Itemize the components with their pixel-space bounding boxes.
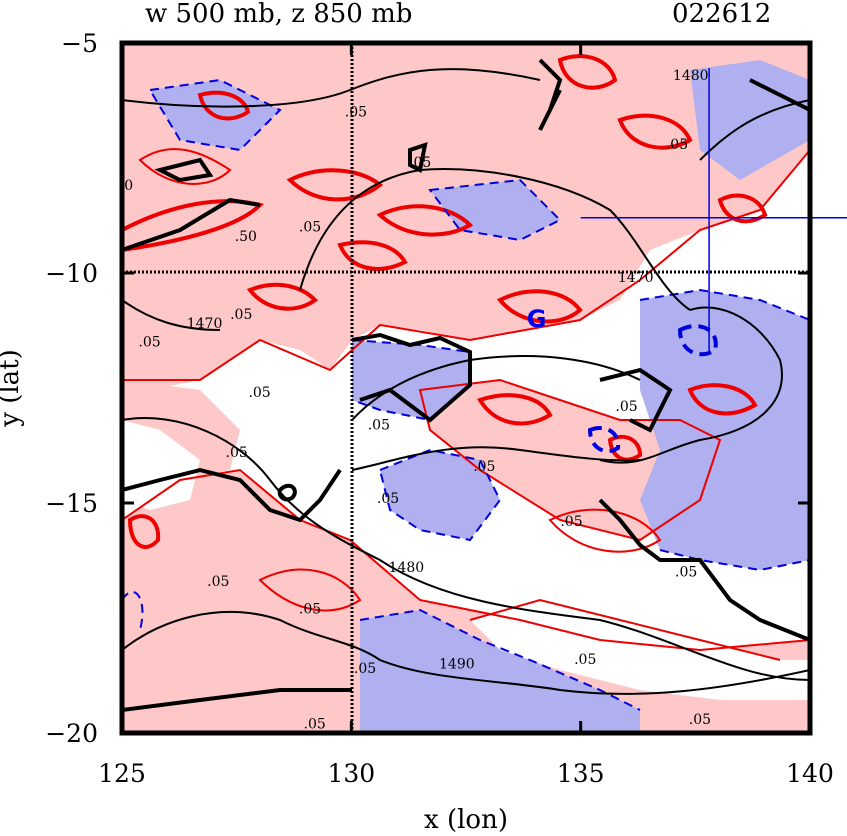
marker-label: G (527, 305, 547, 333)
y-axis-label: y (lat) (0, 349, 25, 428)
y-tick-label: −20 (45, 719, 98, 748)
strong-negative-w-contours (587, 324, 718, 454)
w-contour-label: .05 (409, 155, 431, 171)
negative-w-shading (352, 340, 470, 420)
w-contour-label: .05 (207, 574, 229, 590)
w-contour-label: .05 (560, 514, 582, 530)
w-contour-label: .05 (377, 491, 399, 507)
chart-date-label: 022612 (672, 0, 771, 29)
w-contour-label: .05 (615, 399, 637, 415)
strong-positive-w-contours (122, 54, 768, 549)
negative-w-shading-center (380, 450, 500, 540)
w-contour-label: .05 (666, 137, 688, 153)
w-contour-label: .05 (368, 417, 390, 433)
y-tick-label: −10 (45, 259, 98, 288)
w-contour-label: .05 (675, 565, 697, 581)
w-contour-label: .05 (138, 335, 160, 351)
x-tick-label: 130 (327, 759, 375, 788)
w-contour-label: .05 (689, 712, 711, 728)
contour-labels: 1490 1480 1480 1470 1470 .05 .05 .05 .05 .05 .05 .0… (111, 68, 711, 733)
zero-w-region-west (122, 420, 200, 510)
chart-title: w 500 mb, z 850 mb (145, 0, 412, 29)
w-contour-label: .05 (299, 601, 321, 617)
y-axis-ticks: −5 −10 −15 −20 (45, 29, 810, 748)
x-tick-label: 125 (98, 759, 146, 788)
w-contour-label: .05 (248, 385, 270, 401)
w-contour-label: .05 (345, 105, 367, 121)
w-contour-label: .05 (304, 716, 326, 732)
positive-w-contours (122, 148, 810, 661)
plot-frame (119, 40, 813, 736)
x-tick-label: 140 (786, 759, 834, 788)
w-contour-label: .05 (299, 220, 321, 236)
negative-w-shading-north (430, 180, 560, 240)
height-contours-thick (122, 58, 810, 712)
negative-w-shading-south (360, 610, 640, 733)
height-contour-label: 1470 (187, 316, 223, 332)
w-contour-label: .50 (111, 178, 133, 194)
y-tick-label: −15 (45, 489, 98, 518)
height-contour-label: 1480 (389, 560, 425, 576)
x-axis-ticks: 125 130 135 140 (98, 43, 834, 788)
w-contour-label: .05 (574, 652, 596, 668)
x-tick-label: 135 (557, 759, 605, 788)
height-contour-label: 1490 (439, 657, 475, 673)
w-contour-label: .50 (235, 229, 257, 245)
x-axis-label: x (lon) (424, 805, 508, 835)
negative-w-shading-east (640, 290, 810, 570)
plot-area: 1490 1480 1480 1470 1470 .05 .05 .05 .05 .05 .05 .0… (111, 43, 810, 733)
height-contours (122, 68, 810, 695)
w-contour-label: .05 (354, 661, 376, 677)
cross-marker (580, 68, 847, 352)
w-contour-label: .05 (226, 445, 248, 461)
w-contour-label: .05 (473, 459, 495, 475)
height-contour-label: 1470 (618, 270, 654, 286)
y-tick-label: −5 (61, 29, 98, 58)
w-contour-label: .05 (230, 307, 252, 323)
zero-w-region (470, 600, 810, 700)
height-contour-label: 1480 (673, 68, 709, 84)
